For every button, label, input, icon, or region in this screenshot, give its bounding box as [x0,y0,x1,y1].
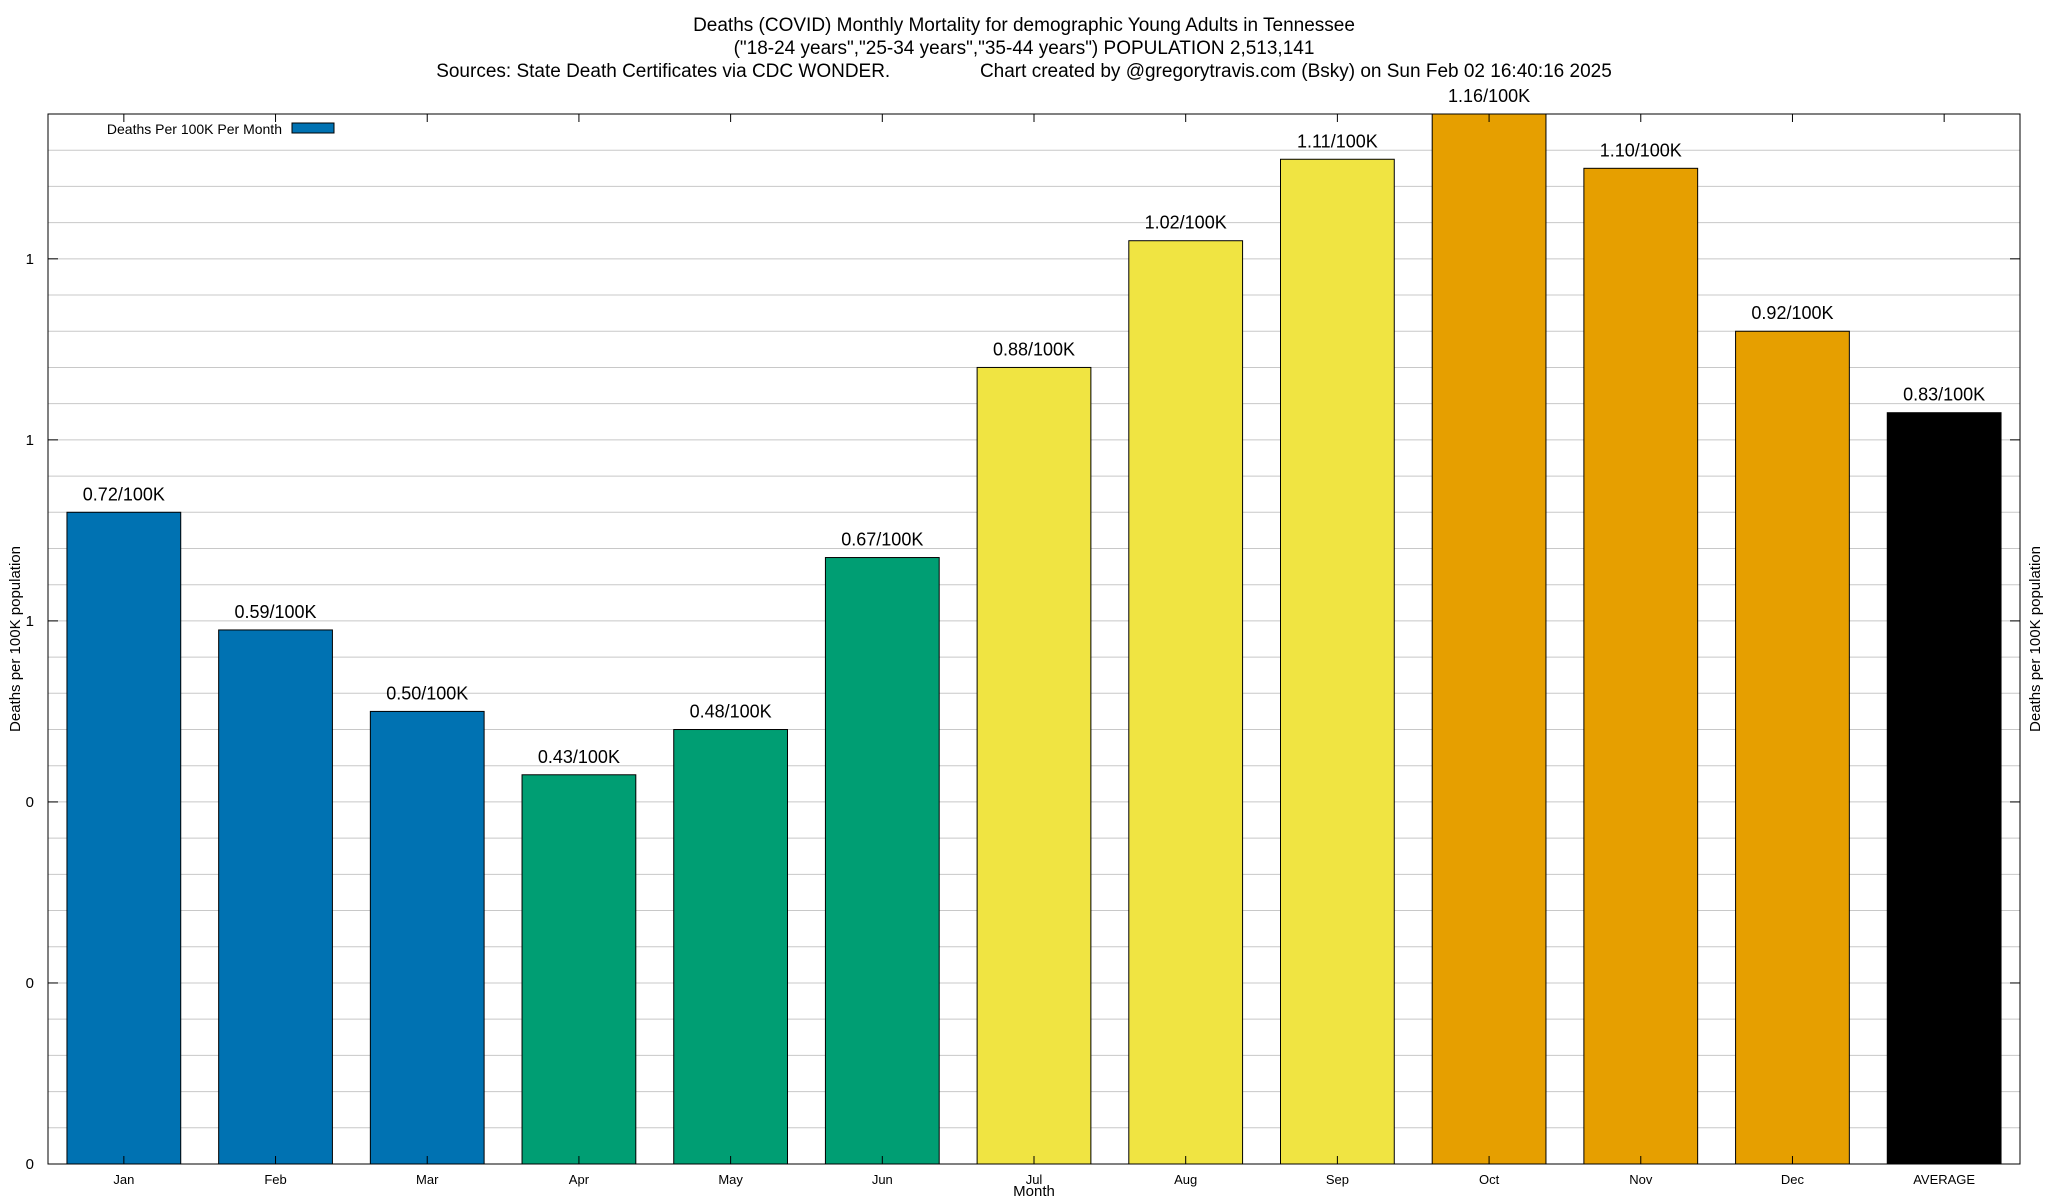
data-label-mar: 0.50/100K [386,683,468,703]
legend-label: Deaths Per 100K Per Month [107,121,282,137]
data-label-jan: 0.72/100K [83,484,165,504]
bar-average [1886,412,2002,1165]
axes: Jan Feb Mar Apr May Jun Jul Aug Sep Oct Nov Dec AVER… [26,113,2021,1187]
x-tick-label: Feb [264,1172,286,1187]
y-tick-label: 1 [26,251,34,268]
bar-labels: 0.72/100K 0.59/100K 0.50/100K 0.43/100K 0.48… [83,86,1985,767]
bar-mar [369,710,485,1165]
y-tick-label: 1 [26,432,34,449]
y-tick-label: 0 [26,1156,34,1173]
bar-may [673,729,789,1165]
chart-title-block: Deaths (COVID) Monthly Mortality for dem… [0,14,2048,83]
data-label-nov: 1.10/100K [1600,140,1682,160]
legend-swatch [291,122,335,134]
x-tick-label: AVERAGE [1913,1172,1975,1187]
bar-sep [1280,158,1395,1165]
data-label-oct: 1.16/100K [1448,86,1530,106]
data-label-aug: 1.02/100K [1145,213,1227,233]
y2-axis-label: Deaths per 100K population [2027,546,2044,732]
bars [66,113,2002,1165]
plot-border [47,113,2021,1165]
bar-apr [521,774,637,1165]
bar-aug [1128,240,1244,1165]
bar-oct [1431,113,1547,1165]
data-label-dec: 0.92/100K [1751,303,1833,323]
y-tick-label: 0 [26,794,34,811]
data-label-jun: 0.67/100K [841,530,923,550]
y-axis-label: Deaths per 100K population [7,546,24,732]
x-axis-label: Month [1013,1183,1055,1200]
y-tick-label: 0 [26,975,34,992]
bar-dec [1735,330,1850,1165]
data-label-average: 0.83/100K [1903,385,1985,405]
chart-sources: Sources: State Death Certificates via CD… [436,61,1612,82]
x-tick-label: Mar [416,1172,439,1187]
x-tick-label: Apr [569,1172,590,1187]
x-tick-label: Oct [1479,1172,1500,1187]
bar-jun [824,557,940,1165]
x-tick-label: Sep [1326,1172,1349,1187]
y-tick-label: 1 [26,613,34,630]
chart-subtitle: ("18-24 years","25-34 years","35-44 year… [733,38,1315,59]
data-label-jul: 0.88/100K [993,339,1075,359]
x-tick-label: May [718,1172,743,1187]
x-tick-label: Nov [1629,1172,1653,1187]
x-tick-label: Jun [872,1172,893,1187]
x-tick-label: Aug [1174,1172,1197,1187]
bar-nov [1583,167,1699,1165]
data-label-apr: 0.43/100K [538,747,620,767]
bar-jul [976,366,1092,1165]
x-tick-label: Jan [113,1172,134,1187]
x-tick-label: Dec [1781,1172,1805,1187]
chart-title: Deaths (COVID) Monthly Mortality for dem… [693,15,1355,36]
data-label-sep: 1.11/100K [1297,131,1378,151]
bar-feb [218,629,333,1165]
x-tick-label: Jul [1026,1172,1043,1187]
legend: Deaths Per 100K Per Month [107,121,335,137]
data-label-may: 0.48/100K [690,702,772,722]
data-label-feb: 0.59/100K [234,602,316,622]
bar-jan [66,511,182,1165]
